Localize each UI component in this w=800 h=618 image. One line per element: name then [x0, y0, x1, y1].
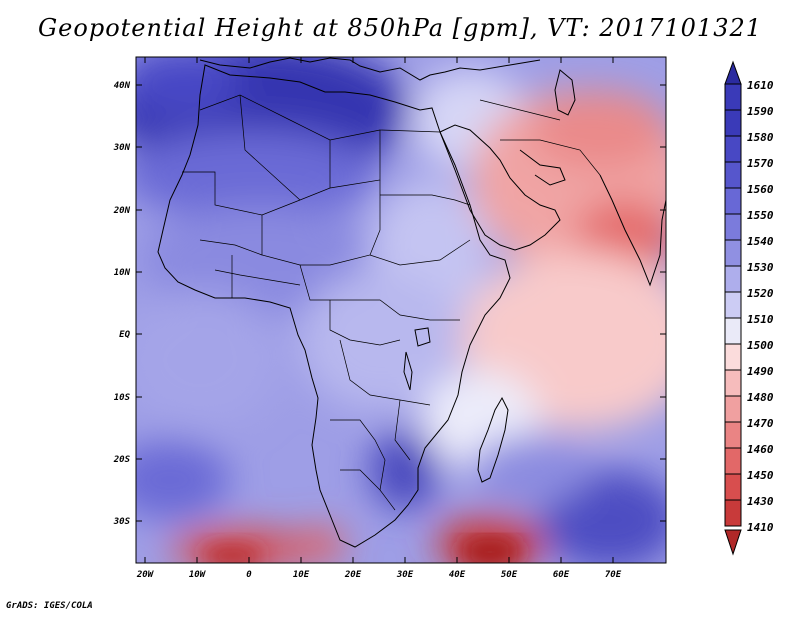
grads-credit: GrADS: IGES/COLA: [6, 601, 93, 611]
lat-label: 30N: [113, 143, 131, 153]
colorbar-label: 1470: [747, 417, 774, 430]
map-frame: [135, 56, 667, 564]
persian-gulf: [519, 149, 566, 186]
colorbar-box: [724, 317, 742, 345]
colorbar-label: 1460: [747, 443, 774, 456]
lon-label: 0: [246, 570, 252, 580]
madagascar-coastline: [477, 396, 509, 483]
colorbar-box: [724, 473, 742, 501]
colorbar-box: [724, 291, 742, 319]
colorbar-box: [724, 109, 742, 137]
colorbar-box: [724, 395, 742, 423]
colorbar-box: [724, 213, 742, 241]
lon-label: 10W: [189, 570, 207, 580]
colorbar-label: 1530: [747, 261, 774, 274]
colorbar-box: [724, 135, 742, 163]
lon-label: 40E: [449, 570, 466, 580]
colorbar-label: 1570: [747, 157, 774, 170]
height-field: [136, 57, 666, 563]
colorbar-box: [724, 187, 742, 215]
colorbar-label: 1560: [747, 183, 774, 196]
colorbar-box: [724, 447, 742, 475]
lat-ticks: [136, 84, 666, 522]
colorbar: 1610 1590 1580 1570 1560 1550 1540 1530 …: [724, 60, 774, 556]
lake-tanganyika: [403, 351, 413, 391]
lon-ticks: [144, 57, 614, 563]
colorbar-box: [724, 265, 742, 293]
country-borders: [182, 94, 601, 511]
india-coastline: [599, 174, 666, 287]
colorbar-box: [724, 83, 742, 111]
colorbar-box: [724, 369, 742, 397]
colorbar-box: [724, 343, 742, 371]
colorbar-box: [724, 161, 742, 189]
colorbar-label: 1520: [747, 287, 774, 300]
lat-label: 10N: [114, 268, 131, 278]
colorbar-top-triangle: [724, 60, 742, 85]
africa-coastline: [157, 64, 511, 548]
colorbar-label: 1450: [747, 469, 774, 482]
colorbar-label: 1500: [747, 339, 774, 352]
colorbar-label: 1540: [747, 235, 774, 248]
colorbar-label: 1590: [747, 105, 774, 118]
lat-label: 30S: [113, 517, 131, 527]
colorbar-label: 1580: [747, 131, 774, 144]
lon-label: 70E: [605, 570, 622, 580]
colorbar-label: 1410: [747, 521, 774, 534]
coastlines: [157, 57, 666, 548]
lon-label: 10E: [293, 570, 310, 580]
colorbar-label: 1510: [747, 313, 774, 326]
colorbar-boxes: [724, 83, 742, 527]
colorbar-box: [724, 239, 742, 267]
map-title: Geopotential Height at 850hPa [gpm], VT:…: [38, 14, 762, 42]
colorbar-box: [724, 499, 742, 527]
arabia-coastline: [439, 124, 561, 251]
lon-label: 30E: [396, 570, 414, 580]
lon-label: 20E: [344, 570, 362, 580]
colorbar-label: 1490: [747, 365, 774, 378]
colorbar-label: 1480: [747, 391, 774, 404]
lat-label: 20N: [113, 206, 131, 216]
colorbar-box: [724, 421, 742, 449]
lon-label: 50E: [501, 570, 518, 580]
colorbar-bottom-triangle: [724, 529, 742, 556]
lon-label: 60E: [553, 570, 570, 580]
europe-coastline: [199, 57, 541, 81]
lat-label: 10S: [114, 393, 131, 403]
colorbar-label: 1610: [747, 79, 774, 92]
lat-label: 20S: [113, 455, 131, 465]
caspian-sea: [554, 69, 576, 116]
colorbar-label: 1430: [747, 495, 774, 508]
lon-label: 20W: [136, 570, 155, 580]
lake-victoria: [414, 327, 431, 347]
colorbar-label: 1550: [747, 209, 774, 222]
lat-label: 40N: [114, 81, 131, 91]
lat-label: EQ: [119, 330, 130, 340]
